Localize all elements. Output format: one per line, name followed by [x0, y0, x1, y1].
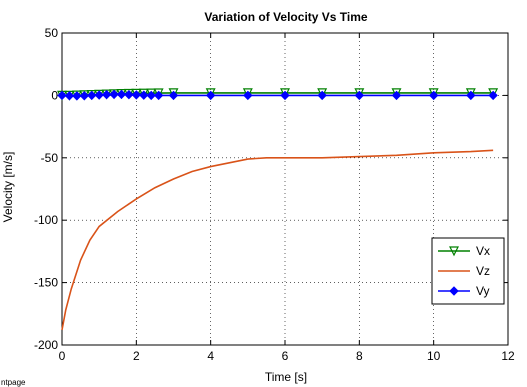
data-point-vy — [109, 89, 119, 100]
data-point-vy — [57, 90, 67, 101]
data-point-vy — [72, 91, 82, 101]
data-point-vy — [168, 90, 179, 101]
legend-marker — [449, 286, 459, 296]
x-tick-label: 8 — [356, 349, 363, 363]
axis-ticks: 0 2 4 6 8 10 12 -200 -150 -100 -50 0 50 — [34, 26, 515, 363]
data-point-vy — [153, 90, 164, 101]
series-line-vz — [61, 149, 494, 331]
data-point-vy — [116, 89, 127, 100]
y-axis-label: Velocity [m/s] — [1, 152, 15, 223]
x-tick-label: 4 — [207, 349, 214, 363]
x-tick-label: 2 — [133, 349, 140, 363]
grid-lines — [62, 33, 508, 345]
data-point-vy — [64, 91, 75, 101]
data-point-vy — [280, 90, 290, 101]
data-point-vy — [131, 90, 142, 100]
data-point-vy — [79, 91, 90, 101]
legend-item-vx: Vx — [438, 244, 490, 258]
y-tick-label: -200 — [34, 338, 58, 352]
legend-label: Vx — [476, 244, 490, 258]
legend-item-vy: Vy — [438, 284, 490, 298]
legend-label: Vz — [476, 264, 490, 278]
data-point-vy — [94, 90, 104, 100]
series-layer — [57, 88, 499, 331]
legend-marker — [449, 246, 459, 257]
chart-title: Variation of Velocity Vs Time — [204, 10, 367, 24]
x-tick-label: 10 — [427, 349, 441, 363]
data-point-vy — [139, 90, 149, 100]
footer-caption: ntpage — [1, 378, 26, 387]
series-vz — [61, 149, 494, 331]
x-tick-label: 0 — [59, 349, 66, 363]
data-point-vy — [101, 89, 112, 100]
data-point-vy — [391, 90, 402, 101]
y-tick-label: 0 — [51, 88, 58, 102]
data-point-vy — [243, 90, 253, 101]
data-point-vy — [354, 90, 365, 101]
x-tick-label: 12 — [501, 349, 515, 363]
x-axis-label: Time [s] — [265, 370, 307, 384]
legend: Vx Vz Vy — [431, 237, 505, 305]
data-point-vy — [488, 90, 498, 101]
data-point-vy — [205, 90, 216, 101]
y-tick-label: -100 — [34, 213, 58, 227]
x-tick-label: 6 — [282, 349, 289, 363]
data-point-vy — [428, 90, 439, 101]
data-point-vy — [87, 90, 97, 101]
y-tick-label: 50 — [45, 26, 59, 40]
data-point-vy — [146, 90, 156, 101]
y-tick-label: -150 — [34, 276, 58, 290]
data-point-vy — [466, 90, 476, 101]
data-point-vy — [124, 89, 134, 100]
legend-label: Vy — [476, 284, 490, 298]
y-tick-label: -50 — [41, 151, 59, 165]
legend-item-vz: Vz — [438, 264, 490, 278]
series-vy — [57, 89, 498, 101]
data-point-vy — [317, 90, 327, 101]
